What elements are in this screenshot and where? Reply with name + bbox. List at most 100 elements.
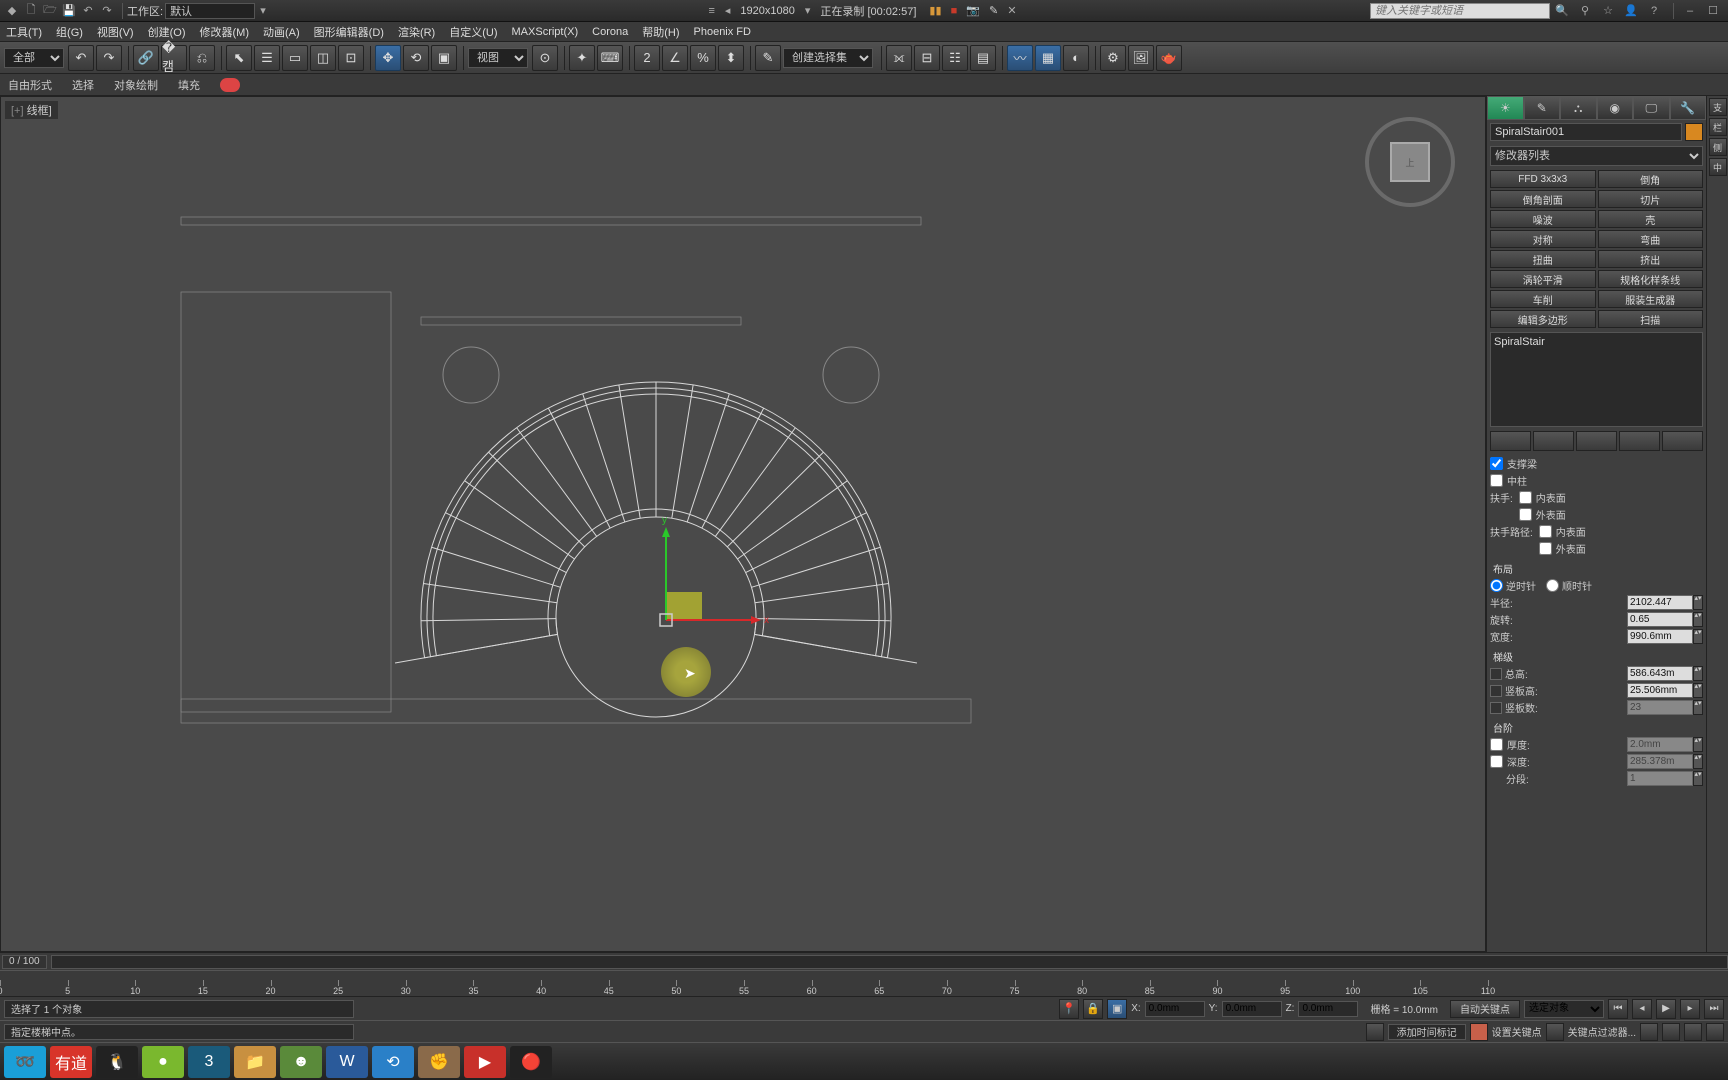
taskbar-app[interactable]: ● [142,1046,184,1078]
nav-1[interactable] [1640,1023,1658,1041]
width-input[interactable] [1627,629,1693,644]
selection-filter-select[interactable]: 全部 [4,48,64,68]
next-frame-button[interactable]: ▸ [1680,999,1700,1019]
unlink-button[interactable]: �캠 [161,45,187,71]
nav-3[interactable] [1684,1023,1702,1041]
modifier-对称[interactable]: 对称 [1490,230,1596,248]
render-frame-button[interactable]: 🖼 [1128,45,1154,71]
segments-input[interactable] [1627,771,1693,786]
thickness-input[interactable] [1627,737,1693,752]
x-coord-input[interactable] [1145,1001,1205,1017]
redo-icon[interactable]: ↷ [99,3,115,19]
taskbar-app[interactable]: ⟲ [372,1046,414,1078]
timeline-track[interactable] [51,955,1728,969]
depth-input[interactable] [1627,754,1693,769]
menu-Phoenix FD[interactable]: Phoenix FD [694,26,751,38]
modifier-挤出[interactable]: 挤出 [1598,250,1704,268]
create-tab[interactable]: ☀ [1487,96,1524,120]
handrail-inner-check[interactable] [1519,491,1532,504]
spinner-arrows[interactable]: ▴▾ [1693,595,1703,610]
farright-中[interactable]: 中 [1709,158,1727,176]
pin-stack-button[interactable] [1490,431,1531,451]
taskbar-app[interactable]: 有道 [50,1046,92,1078]
star-icon[interactable]: ☆ [1600,3,1616,19]
mirror-button[interactable]: ⟗ [886,45,912,71]
new-icon[interactable]: 🗋 [23,3,39,19]
select-button[interactable]: ⬉ [226,45,252,71]
cw-radio[interactable] [1546,579,1559,592]
remove-mod-button[interactable] [1619,431,1660,451]
modifier-车削[interactable]: 车削 [1490,290,1596,308]
modify-tab[interactable]: ✎ [1524,96,1561,120]
undo-button[interactable]: ↶ [68,45,94,71]
taskbar-app[interactable]: 📁 [234,1046,276,1078]
dropdown-icon[interactable]: ▾ [255,3,271,19]
key-filter-icon[interactable] [1546,1023,1564,1041]
taskbar-app[interactable]: ☻ [280,1046,322,1078]
play-button[interactable]: ▶ [1656,999,1676,1019]
riser-height-input[interactable] [1627,683,1693,698]
hierarchy-tab[interactable]: ⛬ [1560,96,1597,120]
display-tab[interactable]: 🖵 [1633,96,1670,120]
depth-check[interactable] [1490,755,1503,768]
search-input[interactable] [1370,3,1550,19]
farright-支[interactable]: 支 [1709,98,1727,116]
lock-icon[interactable]: 📍 [1059,999,1079,1019]
path-outer-check[interactable] [1539,542,1552,555]
nav-2[interactable] [1662,1023,1680,1041]
link-button[interactable]: 🔗 [133,45,159,71]
keyfilter-label[interactable]: 关键点过滤器... [1568,1024,1636,1039]
rotate-button[interactable]: ⟲ [403,45,429,71]
taskbar-app[interactable]: ✊ [418,1046,460,1078]
modifier-噪波[interactable]: 噪波 [1490,210,1596,228]
modifier-服装生成器[interactable]: 服装生成器 [1598,290,1704,308]
modifier-规格化样条线[interactable]: 规格化样条线 [1598,270,1704,288]
snap-percent-button[interactable]: % [690,45,716,71]
ribbon-对象绘制[interactable]: 对象绘制 [114,77,158,93]
pivot-button[interactable]: ⊙ [532,45,558,71]
modifier-扫描[interactable]: 扫描 [1598,310,1704,328]
pencil-icon[interactable]: ✎ [989,5,998,17]
menu-图形编辑器(D)[interactable]: 图形编辑器(D) [314,24,384,40]
bind-button[interactable]: ⎌ [189,45,215,71]
undo-icon[interactable]: ↶ [80,3,96,19]
viewport[interactable]: 线框] 上 x y ➤ [0,96,1486,952]
menu-视图(V)[interactable]: 视图(V) [97,24,134,40]
ribbon-填充[interactable]: 填充 [178,77,200,93]
keyboard-button[interactable]: ⌨ [597,45,623,71]
unique-button[interactable] [1576,431,1617,451]
taskbar-app[interactable]: 3 [188,1046,230,1078]
modifier-编辑多边形[interactable]: 编辑多边形 [1490,310,1596,328]
select-name-button[interactable]: ☰ [254,45,280,71]
redo-button[interactable]: ↷ [96,45,122,71]
support-beam-check[interactable] [1490,457,1503,470]
modifier-倒角剖面[interactable]: 倒角剖面 [1490,190,1596,208]
taskbar-app[interactable]: 🐧 [96,1046,138,1078]
material-editor-button[interactable]: ◐ [1063,45,1089,71]
modifier-切片[interactable]: 切片 [1598,190,1704,208]
workspace-select[interactable] [165,3,255,19]
minimize-icon[interactable]: – [1682,3,1698,19]
render-button[interactable]: 🫖 [1156,45,1182,71]
farright-侧[interactable]: 侧 [1709,138,1727,156]
search-icon[interactable]: 🔍 [1554,3,1570,19]
center-pole-check[interactable] [1490,474,1503,487]
path-inner-check[interactable] [1539,525,1552,538]
named-sel-set-select[interactable]: 创建选择集 [783,48,873,68]
chevron-down-icon[interactable]: ▾ [805,4,811,17]
snap-2d-button[interactable]: 2 [634,45,660,71]
chevron-left-icon[interactable]: ◂ [725,4,731,17]
person-icon[interactable]: 👤 [1623,3,1639,19]
save-icon[interactable]: 💾 [61,3,77,19]
menu-创建(O)[interactable]: 创建(O) [148,24,186,40]
count-lock[interactable] [1490,702,1502,714]
help-icon[interactable]: ? [1646,3,1662,19]
ribbon-选择[interactable]: 选择 [72,77,94,93]
layer-explorer-button[interactable]: ▤ [970,45,996,71]
nav-4[interactable] [1706,1023,1724,1041]
modifier-扭曲[interactable]: 扭曲 [1490,250,1596,268]
render-setup-button[interactable]: ⚙ [1100,45,1126,71]
select-window-button[interactable]: ◫ [310,45,336,71]
modifier-stack[interactable]: SpiralStair [1490,332,1703,427]
link-icon[interactable]: ⚲ [1577,3,1593,19]
